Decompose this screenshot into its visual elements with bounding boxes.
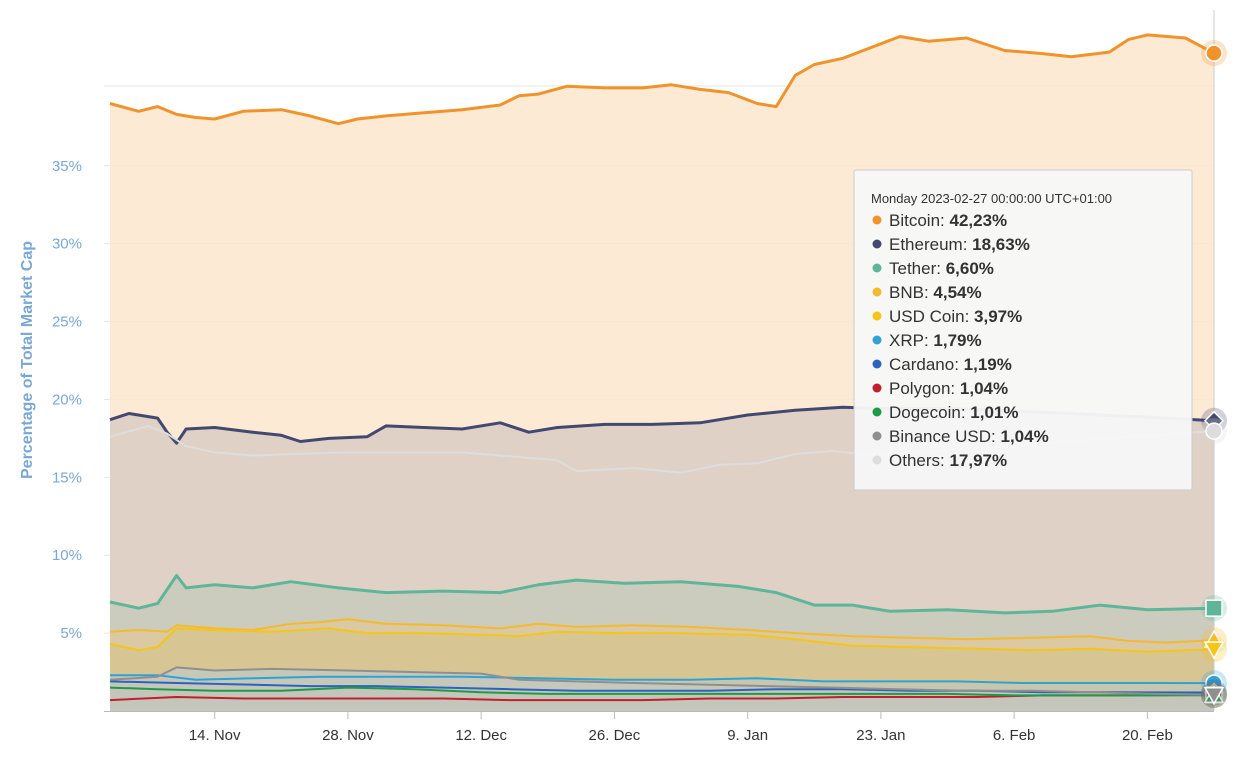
marker-bitcoin — [1201, 40, 1227, 67]
tooltip-item: Bitcoin: 42,23% — [872, 211, 1007, 230]
tooltip-item: Polygon: 1,04% — [872, 379, 1008, 398]
x-tick-label: 6. Feb — [993, 727, 1036, 744]
tooltip-bullet — [872, 287, 882, 297]
axes: Percentage of Total Market Cap 5% 10% 15% 2… — [19, 10, 1215, 744]
tooltip-series-value: 6,60% — [946, 259, 994, 278]
tooltip-series-name: Ethereum: 18,63% — [889, 235, 1030, 254]
series-lines — [109, 33, 1215, 702]
tooltip-title: Monday 2023-02-27 00:00:00 UTC+01:00 — [871, 191, 1112, 206]
tooltip-series-value: 1,04% — [1001, 427, 1049, 446]
tooltip-bullet — [872, 359, 882, 369]
tooltip-series-value: 17,97% — [949, 451, 1007, 470]
tooltip-series-value: 3,97% — [974, 307, 1022, 326]
marker-usd-coin — [1201, 636, 1227, 663]
tooltip-series-value: 18,63% — [972, 235, 1030, 254]
tooltip-box — [853, 169, 1193, 491]
line-dogecoin — [109, 686, 1215, 697]
tooltip-item: USD Coin: 3,97% — [872, 307, 1022, 326]
line-xrp — [110, 674, 1215, 685]
tooltip-item: Cardano: 1,19% — [872, 355, 1012, 374]
y-tick-label: 25% — [52, 314, 82, 331]
y-tick-label: 20% — [52, 391, 82, 408]
tooltip-series-name: Tether: 6,60% — [889, 259, 994, 278]
y-tick-label: 15% — [52, 469, 82, 486]
x-tick-label: 23. Jan — [856, 727, 905, 744]
tooltip-series-name: Polygon: 1,04% — [889, 379, 1008, 398]
y-tick-label: 30% — [52, 236, 82, 253]
tooltip-series-name: Cardano: 1,19% — [889, 355, 1012, 374]
tooltip-bullet — [872, 311, 882, 321]
marker-others — [1201, 418, 1227, 445]
y-tick-label: 10% — [52, 547, 82, 564]
tooltip-bullet — [872, 335, 882, 345]
x-tick-label: 28. Nov — [322, 727, 374, 744]
tooltip-series-value: 1,01% — [970, 403, 1018, 422]
line-polygon — [109, 693, 1215, 702]
tooltip-bullet — [872, 383, 882, 393]
y-axis-label: Percentage of Total Market Cap — [19, 241, 36, 479]
y-tick-label: 5% — [60, 625, 82, 642]
tooltip-bullet — [872, 215, 882, 225]
line-usd-coin — [109, 627, 1215, 653]
x-tick-label: 12. Dec — [455, 727, 507, 744]
tooltip-series-name: Dogecoin: 1,01% — [889, 403, 1018, 422]
tooltip-bullet — [872, 407, 882, 417]
tooltip-series-name: BNB: 4,54% — [889, 283, 982, 302]
x-tick-label: 9. Jan — [727, 727, 768, 744]
tooltip-item: XRP: 1,79% — [872, 331, 982, 350]
tooltip: Monday 2023-02-27 00:00:00 UTC+01:00 Bit… — [853, 169, 1193, 491]
line-bnb — [109, 618, 1215, 644]
y-tick-label: 35% — [52, 158, 82, 175]
tooltip-item: Ethereum: 18,63% — [872, 235, 1030, 254]
tooltip-item: Others: 17,97% — [872, 451, 1007, 470]
tooltip-series-name: USD Coin: 3,97% — [889, 307, 1022, 326]
area-binance-usd — [110, 667, 1214, 711]
tooltip-series-name: Others: 17,97% — [889, 451, 1007, 470]
marker-binance-usd — [1201, 681, 1227, 708]
tooltip-item: Tether: 6,60% — [872, 259, 994, 278]
x-tick-label: 20. Feb — [1122, 727, 1173, 744]
tooltip-series-value: 1,04% — [960, 379, 1008, 398]
tooltip-item: Binance USD: 1,04% — [872, 427, 1049, 446]
x-tick-label: 26. Dec — [589, 727, 641, 744]
tooltip-series-name: Bitcoin: 42,23% — [889, 211, 1007, 230]
line-bitcoin — [109, 33, 1215, 126]
tooltip-item: BNB: 4,54% — [872, 283, 982, 302]
tooltip-bullet — [872, 239, 882, 249]
tooltip-items: Bitcoin: 42,23% Ethereum: 18,63% Tether: 6… — [872, 211, 1049, 470]
line-tether — [109, 574, 1215, 615]
tooltip-bullet — [872, 455, 882, 465]
line-binance-usd — [109, 666, 1215, 696]
tooltip-series-value: 1,79% — [933, 331, 981, 350]
line-others — [109, 424, 1215, 474]
tooltip-series-name: Binance USD: 1,04% — [889, 427, 1049, 446]
tooltip-bullet — [872, 263, 882, 273]
end-markers — [1201, 40, 1227, 709]
tooltip-series-value: 42,23% — [949, 211, 1007, 230]
tooltip-series-value: 4,54% — [933, 283, 981, 302]
x-tick-label: 14. Nov — [189, 727, 241, 744]
tooltip-series-name: XRP: 1,79% — [889, 331, 982, 350]
tooltip-item: Dogecoin: 1,01% — [872, 403, 1018, 422]
tooltip-bullet — [872, 431, 882, 441]
tooltip-series-value: 1,19% — [964, 355, 1012, 374]
marker-tether — [1201, 595, 1227, 622]
